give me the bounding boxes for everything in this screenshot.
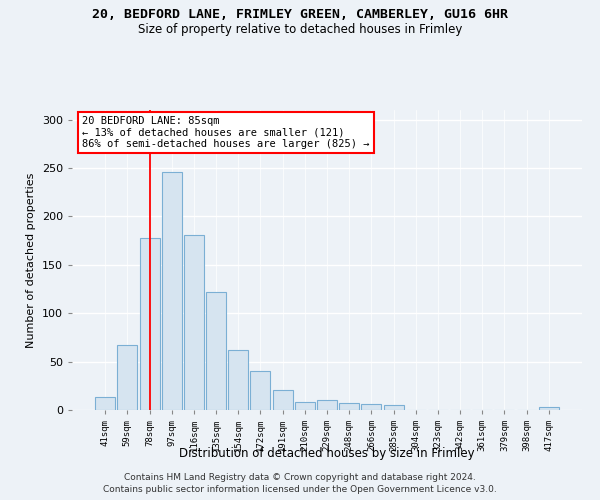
Bar <box>272 390 293 410</box>
Text: Contains HM Land Registry data © Crown copyright and database right 2024.: Contains HM Land Registry data © Crown c… <box>124 472 476 482</box>
Bar <box>140 238 160 410</box>
Bar <box>383 405 404 410</box>
Bar <box>228 350 248 410</box>
Bar <box>317 400 337 410</box>
Bar <box>339 403 359 410</box>
Bar <box>539 407 559 410</box>
Text: 20 BEDFORD LANE: 85sqm
← 13% of detached houses are smaller (121)
86% of semi-de: 20 BEDFORD LANE: 85sqm ← 13% of detached… <box>82 116 370 149</box>
Bar <box>162 172 182 410</box>
Y-axis label: Number of detached properties: Number of detached properties <box>26 172 36 348</box>
Text: Size of property relative to detached houses in Frimley: Size of property relative to detached ho… <box>138 22 462 36</box>
Text: Distribution of detached houses by size in Frimley: Distribution of detached houses by size … <box>179 448 475 460</box>
Bar <box>95 398 115 410</box>
Bar <box>250 372 271 410</box>
Text: Contains public sector information licensed under the Open Government Licence v3: Contains public sector information licen… <box>103 485 497 494</box>
Text: 20, BEDFORD LANE, FRIMLEY GREEN, CAMBERLEY, GU16 6HR: 20, BEDFORD LANE, FRIMLEY GREEN, CAMBERL… <box>92 8 508 20</box>
Bar <box>361 404 382 410</box>
Bar <box>295 402 315 410</box>
Bar <box>184 235 204 410</box>
Bar <box>206 292 226 410</box>
Bar <box>118 345 137 410</box>
